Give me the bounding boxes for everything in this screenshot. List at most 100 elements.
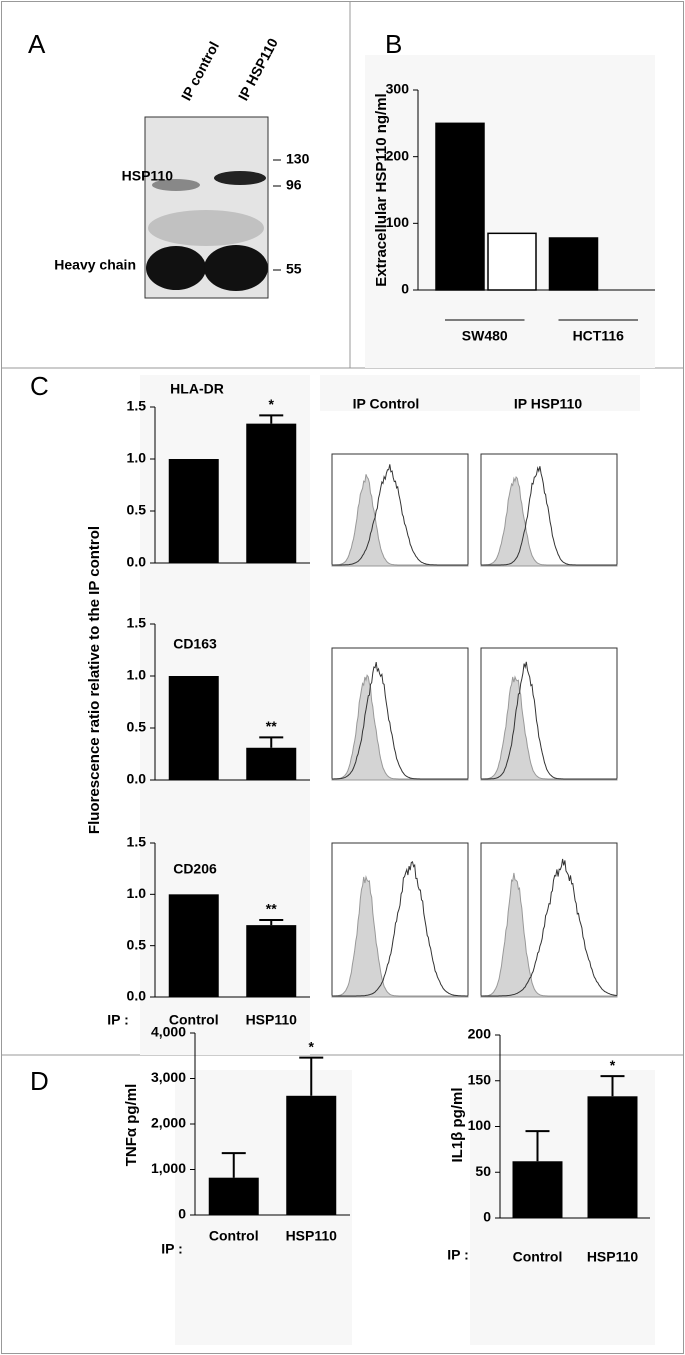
significance: **: [266, 718, 277, 734]
panel-label: B: [385, 29, 402, 59]
y-tick-label: 3,000: [151, 1069, 186, 1085]
bar: [246, 925, 297, 997]
y-tick-label: 1.5: [127, 834, 147, 850]
bar: [208, 1177, 259, 1215]
marker-label: 55: [286, 261, 302, 277]
bar: [587, 1096, 638, 1218]
error-bar: [600, 1075, 625, 1097]
band: [152, 179, 200, 191]
error-bar: [221, 1152, 246, 1178]
bar: [548, 237, 599, 291]
lane-label: IP HSP110: [235, 35, 281, 103]
panel-bg: [365, 55, 655, 368]
x-tick-label: HSP110: [286, 1228, 338, 1244]
y-tick-label: 1.0: [127, 885, 147, 901]
x-tick-label: SW480: [462, 328, 508, 344]
smear: [148, 210, 264, 246]
y-tick-label: 100: [468, 1117, 492, 1133]
significance: *: [269, 396, 275, 412]
error-bar: [259, 919, 284, 926]
y-tick-label: 0.0: [127, 554, 147, 570]
y-axis-label: Extracellular HSP110 ng/ml: [373, 93, 390, 286]
lane-label: IP control: [178, 39, 222, 103]
y-axis-label: IL1β pg/ml: [449, 1088, 466, 1163]
bar: [435, 122, 485, 291]
stain-curve: [332, 860, 468, 997]
y-tick-label: 2,000: [151, 1115, 186, 1131]
stain-curve: [332, 662, 468, 780]
stain-curve: [481, 466, 617, 566]
error-bar: [259, 414, 284, 424]
band: [214, 171, 266, 185]
error-bar: [525, 1130, 550, 1162]
x-axis-label: IP :: [107, 1012, 129, 1028]
y-tick-label: 200: [386, 147, 410, 163]
x-tick-label: Control: [513, 1249, 563, 1265]
y-tick-label: 0.0: [127, 771, 147, 787]
y-tick-label: 0.0: [127, 988, 147, 1004]
bar: [487, 232, 537, 291]
significance: *: [610, 1057, 616, 1073]
y-tick-label: 1.5: [127, 615, 147, 631]
y-tick-label: 0.5: [127, 936, 147, 952]
x-axis-label: IP :: [161, 1241, 183, 1257]
bar: [168, 459, 219, 563]
y-tick-label: 0.5: [127, 502, 147, 518]
y-tick-label: 1.0: [127, 450, 147, 466]
x-tick-label: Control: [169, 1012, 219, 1028]
blot: IP control IP HSP110 HSP110 Heavy chain …: [54, 35, 310, 299]
band: [204, 245, 268, 291]
band-label: HSP110: [122, 168, 174, 184]
bar: [512, 1161, 563, 1218]
isotype-curve: [480, 872, 618, 998]
y-tick-label: 100: [386, 214, 410, 230]
y-tick-label: 150: [468, 1071, 492, 1087]
error-bar: [259, 736, 284, 748]
y-tick-label: 1.0: [127, 667, 147, 683]
panel-label: D: [30, 1066, 49, 1096]
bar: [246, 423, 297, 563]
y-axis-label: TNFα pg/ml: [123, 1084, 140, 1167]
x-tick-label: HSP110: [587, 1249, 639, 1265]
y-tick-label: 1,000: [151, 1160, 186, 1176]
isotype-curve: [331, 875, 469, 998]
stain-curve: [332, 464, 468, 566]
y-axis-label: Fluorescence ratio relative to the IP co…: [86, 526, 103, 834]
chart-title: HLA-DR: [170, 381, 224, 397]
panel-label: A: [28, 29, 46, 59]
bar: [168, 676, 219, 780]
bar: [246, 747, 297, 780]
x-tick-label: HCT116: [573, 328, 625, 344]
flow-histograms: [331, 453, 618, 998]
marker-label: 130: [286, 151, 310, 167]
bar: [168, 894, 219, 997]
chart-title: CD206: [173, 861, 217, 877]
panel-bg: [320, 375, 640, 411]
y-tick-label: 300: [386, 81, 410, 97]
x-tick-label: Control: [209, 1228, 259, 1244]
y-tick-label: 50: [475, 1163, 491, 1179]
y-tick-label: 0: [401, 281, 409, 297]
error-bar: [299, 1056, 324, 1096]
bar: [286, 1095, 337, 1215]
y-tick-label: 1.5: [127, 398, 147, 414]
significance: *: [309, 1038, 315, 1054]
chart-title: CD163: [173, 636, 217, 652]
stain-curve: [481, 858, 618, 997]
y-tick-label: 200: [468, 1026, 492, 1042]
stain-curve: [481, 661, 617, 780]
y-tick-label: 0.5: [127, 719, 147, 735]
marker-label: 96: [286, 177, 302, 193]
x-axis-label: IP :: [447, 1247, 469, 1263]
y-tick-label: 0: [178, 1206, 186, 1222]
significance: **: [266, 901, 277, 917]
band-label: Heavy chain: [54, 257, 136, 273]
y-tick-label: 0: [483, 1209, 491, 1225]
band: [146, 246, 206, 290]
y-tick-label: 4,000: [151, 1024, 186, 1040]
x-tick-label: HSP110: [246, 1012, 298, 1028]
flow-header: IP Control: [353, 396, 420, 412]
flow-header: IP HSP110: [514, 396, 582, 412]
